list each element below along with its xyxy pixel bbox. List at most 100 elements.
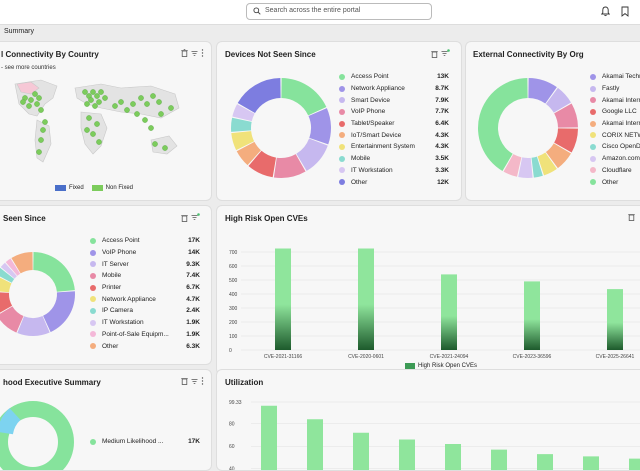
donut-segment[interactable] xyxy=(308,108,331,145)
legend-item[interactable]: Google LLC xyxy=(590,106,640,118)
filter-icon[interactable] xyxy=(191,50,198,57)
breadcrumb[interactable]: Summary xyxy=(4,28,34,35)
more-icon[interactable] xyxy=(201,49,204,57)
bar[interactable] xyxy=(261,405,277,470)
donut-segment[interactable] xyxy=(478,78,528,171)
bar[interactable] xyxy=(583,456,599,470)
legend-item[interactable]: Amazon.com xyxy=(590,153,640,165)
bar[interactable] xyxy=(353,432,369,470)
more-icon[interactable] xyxy=(201,377,204,385)
donut-segment[interactable] xyxy=(231,131,255,151)
filter-active-icon[interactable] xyxy=(441,49,450,58)
trash-icon[interactable] xyxy=(181,214,188,222)
legend-item[interactable]: Entertainment System 4.3K xyxy=(339,141,449,153)
legend-item[interactable]: Access Point 13K xyxy=(339,71,449,83)
legend-item[interactable]: Akamai Techno xyxy=(590,71,640,83)
donut-segment[interactable] xyxy=(0,292,13,315)
bar[interactable] xyxy=(358,248,374,351)
legend-item[interactable]: IT Workstation 3.3K xyxy=(339,165,449,177)
bar[interactable] xyxy=(629,458,640,470)
donut-segment[interactable] xyxy=(236,141,261,166)
donut-segment[interactable] xyxy=(0,306,24,333)
trash-icon[interactable] xyxy=(431,50,438,58)
legend-item[interactable]: VoIP Phone 7.7K xyxy=(339,106,449,118)
bar[interactable] xyxy=(307,419,323,470)
legend-item[interactable]: Smart Device 7.9K xyxy=(339,94,449,106)
trash-icon[interactable] xyxy=(628,213,635,221)
legend-item[interactable]: Cisco OpenDN xyxy=(590,141,640,153)
bar[interactable] xyxy=(441,274,457,350)
bar[interactable] xyxy=(491,449,507,470)
donut-segment[interactable] xyxy=(503,154,522,177)
legend-item[interactable]: Printer 6.7K xyxy=(90,282,200,294)
bar[interactable] xyxy=(445,443,461,470)
legend-item[interactable]: Other xyxy=(590,176,640,188)
donut-chart[interactable] xyxy=(0,232,93,352)
world-map[interactable] xyxy=(1,74,201,184)
filter-active-icon[interactable] xyxy=(191,213,200,222)
legend-item[interactable]: Fixed xyxy=(55,185,84,191)
legend-item[interactable]: Mobile 7.4K xyxy=(90,270,200,282)
filter-icon[interactable] xyxy=(191,378,198,385)
donut-segment[interactable] xyxy=(545,143,571,169)
donut-segment[interactable] xyxy=(237,78,281,114)
legend-item[interactable]: IoT/Smart Device 4.3K xyxy=(339,129,449,141)
donut-segment[interactable] xyxy=(232,104,255,122)
bar[interactable] xyxy=(399,439,415,470)
bar[interactable] xyxy=(537,454,553,470)
donut-segment[interactable] xyxy=(545,87,571,113)
donut-segment[interactable] xyxy=(518,157,533,178)
donut-segment[interactable] xyxy=(0,267,15,283)
donut-segment[interactable] xyxy=(554,103,578,128)
donut-segment[interactable] xyxy=(531,156,543,178)
donut-segment[interactable] xyxy=(273,154,306,178)
donut-segment[interactable] xyxy=(296,138,328,171)
donut-segment[interactable] xyxy=(11,252,33,274)
legend-item[interactable]: Fastly xyxy=(590,83,640,95)
bell-icon[interactable] xyxy=(601,6,610,17)
see-more-countries-link[interactable]: - see more countries xyxy=(1,65,56,71)
donut-segment[interactable] xyxy=(248,150,277,178)
bar[interactable] xyxy=(275,248,291,351)
legend-item[interactable]: IP Camera 2.4K xyxy=(90,305,200,317)
search-input[interactable]: Search across the entire portal xyxy=(265,7,361,14)
donut-segment[interactable] xyxy=(231,117,252,132)
donut-segment[interactable] xyxy=(33,252,75,292)
donut-chart[interactable] xyxy=(472,70,584,188)
donut-segment[interactable] xyxy=(281,78,327,116)
connection-points[interactable] xyxy=(20,89,174,155)
legend-item[interactable]: CORIX NETWO xyxy=(590,129,640,141)
legend-item[interactable]: Network Appliance 4.7K xyxy=(90,293,200,305)
legend-item[interactable]: Cloudflare xyxy=(590,165,640,177)
legend-item[interactable]: Other 12K xyxy=(339,176,449,188)
bar[interactable] xyxy=(607,289,623,350)
legend-item[interactable]: Akamai Interna xyxy=(590,94,640,106)
legend-item[interactable]: Akamai Interna xyxy=(590,118,640,130)
highlighted-country[interactable] xyxy=(16,81,40,95)
legend-item[interactable]: IT Server 9.3K xyxy=(90,258,200,270)
legend-item[interactable]: Non Fixed xyxy=(91,185,133,191)
donut-segment[interactable] xyxy=(0,262,17,279)
legend-item[interactable]: Other 6.3K xyxy=(90,340,200,352)
donut-segment[interactable] xyxy=(17,316,50,336)
donut-segment[interactable] xyxy=(43,291,75,333)
legend-item[interactable]: Access Point 17K xyxy=(90,235,200,247)
legend-item[interactable]: VoIP Phone 14K xyxy=(90,247,200,259)
bar-chart[interactable]: 99.33 80 60 40 xyxy=(217,370,640,470)
donut-segment[interactable] xyxy=(528,78,557,104)
legend-item[interactable]: Point-of-Sale Equipm... 1.9K xyxy=(90,329,200,341)
legend-item[interactable]: Network Appliance 8.7K xyxy=(339,83,449,95)
legend-item[interactable]: Medium Likelihood ... 17K xyxy=(90,436,200,448)
search-box[interactable]: Search across the entire portal xyxy=(246,3,432,20)
bar-chart[interactable]: 0 100 200 300 400 500 600 700 CVE-2021-31166 CVE… xyxy=(217,206,640,374)
chart-legend[interactable]: High Risk Open CVEs xyxy=(405,363,477,369)
donut-segment[interactable] xyxy=(5,258,21,276)
trash-icon[interactable] xyxy=(181,377,188,385)
legend-item[interactable]: IT Workstation 1.9K xyxy=(90,317,200,329)
donut-segment[interactable] xyxy=(554,128,578,153)
legend-item[interactable]: Mobile 3.5K xyxy=(339,153,449,165)
trash-icon[interactable] xyxy=(181,49,188,57)
bookmark-icon[interactable] xyxy=(621,6,629,17)
bar[interactable] xyxy=(524,281,540,350)
donut-chart[interactable] xyxy=(0,400,93,470)
